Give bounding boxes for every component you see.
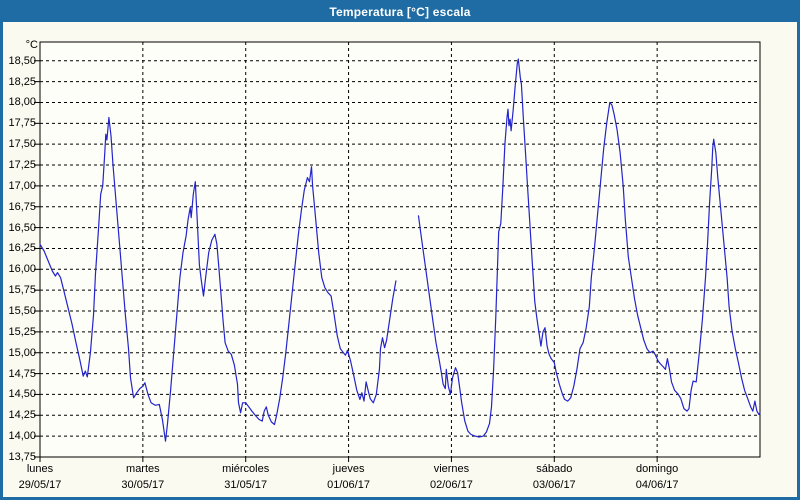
day-date-label: 31/05/17	[224, 479, 268, 491]
y-tick-label: 15,25	[8, 325, 36, 338]
y-tick-label: 17,75	[8, 117, 36, 130]
y-tick-label: 18,25	[8, 75, 36, 88]
y-tick-label: 15,00	[8, 346, 36, 359]
day-name-label: domingo	[636, 463, 679, 475]
day-date-label: 29/05/17	[18, 479, 62, 491]
day-name-label: jueves	[332, 463, 365, 475]
y-tick-label: 16,50	[8, 221, 36, 234]
day-name-label: sábado	[536, 463, 573, 475]
day-name-label: lunes	[26, 463, 54, 475]
day-name-label: viernes	[433, 463, 470, 475]
day-date-label: 03/06/17	[532, 479, 576, 491]
day-date-label: 04/06/17	[635, 479, 679, 491]
y-tick-label: 14,75	[8, 367, 36, 380]
day-name-label: miércoles	[222, 463, 270, 475]
day-date-label: 30/05/17	[121, 479, 165, 491]
day-date-label: 01/06/17	[327, 479, 370, 491]
y-tick-label: 14,50	[8, 388, 36, 401]
y-tick-label: 15,50	[8, 305, 36, 318]
y-axis-unit-label: °C	[25, 39, 38, 51]
y-tick-label: 13,75	[8, 451, 36, 463]
y-tick-label: 17,25	[8, 159, 36, 172]
y-tick-label: 18,00	[8, 96, 36, 109]
temperature-line	[417, 58, 761, 438]
y-tick-label: 14,25	[8, 409, 36, 422]
plot-border	[39, 41, 761, 458]
y-tick-label: 16,25	[8, 242, 36, 255]
y-tick-label: 14,00	[8, 430, 36, 443]
y-tick-label: 16,00	[8, 263, 36, 276]
y-tick-label: 16,75	[8, 200, 36, 213]
temperature-line	[39, 116, 397, 442]
y-tick-label: 18,50	[8, 54, 36, 67]
chart-area: °C 18,50 18,25 18,00 17,75 17,50 17,25 17,00 16…	[3, 22, 797, 497]
plot-canvas	[34, 41, 761, 462]
y-tick-label: 15,75	[8, 284, 36, 297]
day-name-label: martes	[126, 463, 160, 475]
y-tick-label: 17,50	[8, 138, 36, 151]
y-tick-label: 17,00	[8, 179, 36, 192]
title-bar: Temperatura [°C] escala	[3, 3, 797, 22]
window-title: Temperatura [°C] escala	[329, 5, 471, 19]
day-date-label: 02/06/17	[430, 479, 473, 491]
